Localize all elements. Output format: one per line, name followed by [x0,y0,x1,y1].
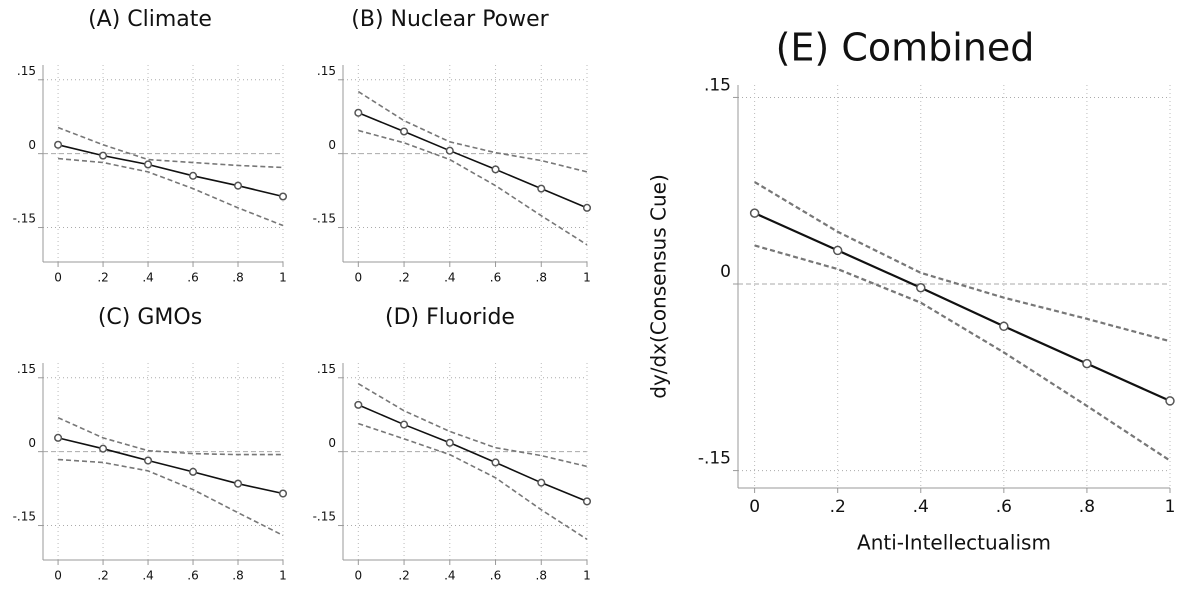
y-tick-label: .15 [704,76,731,96]
point [354,400,363,409]
ci-line [358,129,588,246]
x-tick-label: 1 [583,569,591,583]
x-tick-label: .4 [142,569,153,583]
y-tick-label: 0 [328,436,336,450]
y-tick-label: 0 [28,436,36,450]
x-axis-label: Anti-Intellectualism [857,531,1051,555]
x-tick-label: 1 [279,569,287,583]
x-tick-label: 0 [54,271,62,285]
point [582,497,592,506]
x-tick-label: 0 [355,271,363,285]
x-tick-label: .6 [490,271,501,285]
x-tick-label: .2 [830,497,846,517]
point [233,479,243,488]
ci-line [357,382,588,468]
point [354,108,363,117]
point [188,467,198,476]
ci-line [58,458,284,537]
x-tick-label: 0 [355,569,363,583]
estimate-line [754,212,1171,402]
y-tick-label: .15 [317,362,336,376]
x-tick-label: .4 [142,271,153,285]
y-tick-label: .15 [17,64,36,78]
point [999,321,1009,332]
estimate-line [358,404,588,503]
x-tick-label: 0 [749,497,760,517]
point [54,433,63,442]
ci-line [357,90,588,173]
x-tick-label: 0 [54,569,62,583]
y-tick-label: -.15 [698,449,731,469]
ci-line [57,416,283,456]
point [54,140,63,149]
y-axis-label: dy/dx(Consensus Cue) [647,174,671,399]
x-tick-label: .6 [187,271,198,285]
point [278,489,288,498]
point [233,181,243,190]
y-tick-label: .15 [17,362,36,376]
point [1082,358,1092,369]
point [582,203,592,212]
x-tick-label: .4 [444,271,455,285]
estimate-line [358,112,588,209]
x-tick-label: .8 [536,271,547,285]
chart-title: (E) Combined [776,26,1035,70]
chart-title: (B) Nuclear Power [351,7,549,32]
point [491,458,500,467]
point [916,282,926,293]
point [537,184,546,193]
x-tick-label: .2 [97,271,108,285]
x-tick-label: .8 [1079,497,1095,517]
point [832,245,843,256]
x-tick-label: 1 [583,271,591,285]
point [278,192,288,201]
y-tick-label: 0 [720,262,731,282]
ci-line [57,126,284,169]
ci-line [754,244,1171,462]
point [400,127,409,136]
x-tick-label: 1 [279,271,287,285]
x-tick-label: .8 [536,569,547,583]
x-tick-label: 1 [1165,497,1176,517]
point [445,146,454,155]
x-tick-label: .4 [913,497,929,517]
x-tick-label: .6 [490,569,501,583]
y-tick-label: 0 [28,138,36,152]
chart-title: (A) Climate [88,7,212,32]
ci-line [58,157,284,227]
point [143,456,153,465]
x-tick-label: .2 [97,569,108,583]
chart-title: (D) Fluoride [385,305,515,330]
y-tick-label: -.15 [13,212,36,226]
y-tick-label: -.15 [313,510,336,524]
x-tick-label: .6 [187,569,198,583]
point [1165,396,1175,406]
x-tick-label: .2 [398,271,409,285]
chart-title: (C) GMOs [98,305,202,330]
point [143,160,153,169]
point [400,420,409,429]
x-tick-label: .4 [444,569,455,583]
x-tick-label: .8 [232,569,243,583]
y-tick-label: -.15 [313,212,336,226]
ci-line [358,422,588,540]
x-tick-label: .2 [398,569,409,583]
point [491,165,500,174]
x-tick-label: .8 [232,271,243,285]
estimate-line [57,437,284,495]
point [188,171,198,180]
ci-line [754,181,1171,343]
point [99,151,108,160]
point [537,478,546,487]
y-tick-label: -.15 [13,510,36,524]
y-tick-label: 0 [328,138,336,152]
point [749,208,760,218]
x-tick-label: .6 [996,497,1012,517]
y-tick-label: .15 [317,64,336,78]
point [445,438,454,447]
estimate-line [57,144,284,198]
point [99,444,108,453]
